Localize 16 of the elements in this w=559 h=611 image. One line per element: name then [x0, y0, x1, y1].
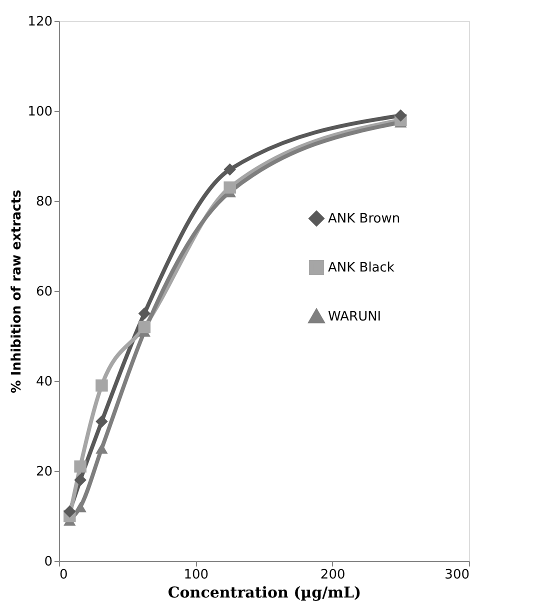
x-tick-label: 0	[60, 568, 68, 582]
legend-label: ANK Black	[328, 260, 395, 276]
y-tick-label: 20	[36, 464, 52, 480]
y-axis-title: % Inhibition of raw extracts	[10, 189, 25, 394]
y-tick-label: 100	[28, 104, 52, 120]
y-tick-label: 0	[44, 554, 52, 570]
y-tick-label: 60	[36, 284, 52, 300]
legend-label: ANK Brown	[328, 212, 400, 226]
x-axis-title: Concentration (µg/mL)	[168, 584, 362, 602]
y-tick-label: 120	[28, 14, 52, 30]
x-tick-label: 200	[320, 568, 346, 582]
x-tick-label: 100	[184, 568, 209, 582]
y-tick-label: 80	[36, 194, 52, 210]
legend-label: WARUNI	[328, 310, 382, 324]
y-tick-label: 40	[36, 374, 52, 390]
x-tick-label: 300	[444, 568, 470, 582]
